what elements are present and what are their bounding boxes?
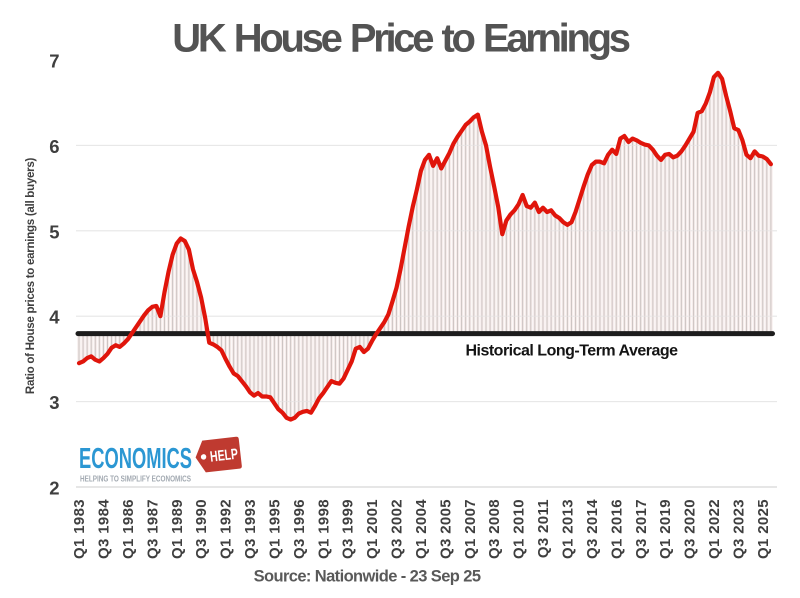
svg-text:Q1 1983: Q1 1983 — [71, 499, 88, 559]
svg-text:Q3 2005: Q3 2005 — [437, 499, 454, 559]
svg-text:Q1 2013: Q1 2013 — [560, 499, 577, 559]
svg-text:Q1 2010: Q1 2010 — [511, 499, 528, 559]
svg-text:ECONOMICS: ECONOMICS — [79, 443, 192, 475]
svg-text:Q1 2022: Q1 2022 — [706, 499, 723, 559]
svg-text:Q3 1987: Q3 1987 — [144, 499, 161, 559]
svg-text:Q3 2017: Q3 2017 — [633, 499, 650, 559]
svg-text:Q3 2011: Q3 2011 — [535, 499, 552, 558]
svg-text:6: 6 — [49, 136, 59, 157]
svg-text:7: 7 — [49, 51, 59, 72]
svg-text:Q3 1990: Q3 1990 — [193, 499, 210, 559]
svg-text:Q3 2002: Q3 2002 — [389, 499, 406, 559]
svg-text:Q3 2023: Q3 2023 — [730, 499, 747, 559]
svg-text:Q3 2020: Q3 2020 — [682, 499, 699, 559]
svg-text:Q3 2014: Q3 2014 — [584, 499, 601, 559]
svg-text:Q1 1998: Q1 1998 — [315, 499, 332, 559]
svg-text:Q1 2019: Q1 2019 — [657, 499, 674, 559]
svg-text:Q1 1989: Q1 1989 — [169, 499, 186, 559]
svg-text:Historical Long-Term Average: Historical Long-Term Average — [465, 343, 678, 360]
svg-text:Ratio of House prices to earni: Ratio of House prices to earnings (all b… — [24, 157, 37, 394]
svg-text:4: 4 — [49, 307, 60, 328]
svg-text:Source: Nationwide - 23 Sep 25: Source: Nationwide - 23 Sep 25 — [254, 568, 481, 586]
svg-text:Q1 1995: Q1 1995 — [266, 499, 283, 559]
svg-text:Q1 1992: Q1 1992 — [218, 499, 235, 559]
svg-text:Q1 2001: Q1 2001 — [364, 499, 381, 559]
svg-text:Q1 2004: Q1 2004 — [413, 499, 430, 559]
svg-text:5: 5 — [49, 221, 59, 242]
svg-text:Q3 2008: Q3 2008 — [486, 499, 503, 559]
svg-text:UK House Price to Earnings: UK House Price to Earnings — [172, 17, 629, 61]
svg-text:Q1 2025: Q1 2025 — [755, 499, 772, 559]
svg-text:HELP: HELP — [209, 446, 239, 466]
svg-text:Q1 1986: Q1 1986 — [120, 499, 137, 559]
svg-text:Q1 2007: Q1 2007 — [462, 499, 479, 559]
svg-text:Q3 1999: Q3 1999 — [340, 499, 357, 559]
svg-text:Q3 1984: Q3 1984 — [96, 499, 113, 559]
svg-text:3: 3 — [49, 392, 59, 413]
svg-text:Q3 1993: Q3 1993 — [242, 499, 259, 559]
svg-text:Q3 1996: Q3 1996 — [291, 499, 308, 559]
svg-text:2: 2 — [49, 478, 59, 499]
svg-text:HELPING TO SIMPLIFY ECONOMICS: HELPING TO SIMPLIFY ECONOMICS — [80, 473, 191, 483]
svg-text:Q1 2016: Q1 2016 — [608, 499, 625, 559]
